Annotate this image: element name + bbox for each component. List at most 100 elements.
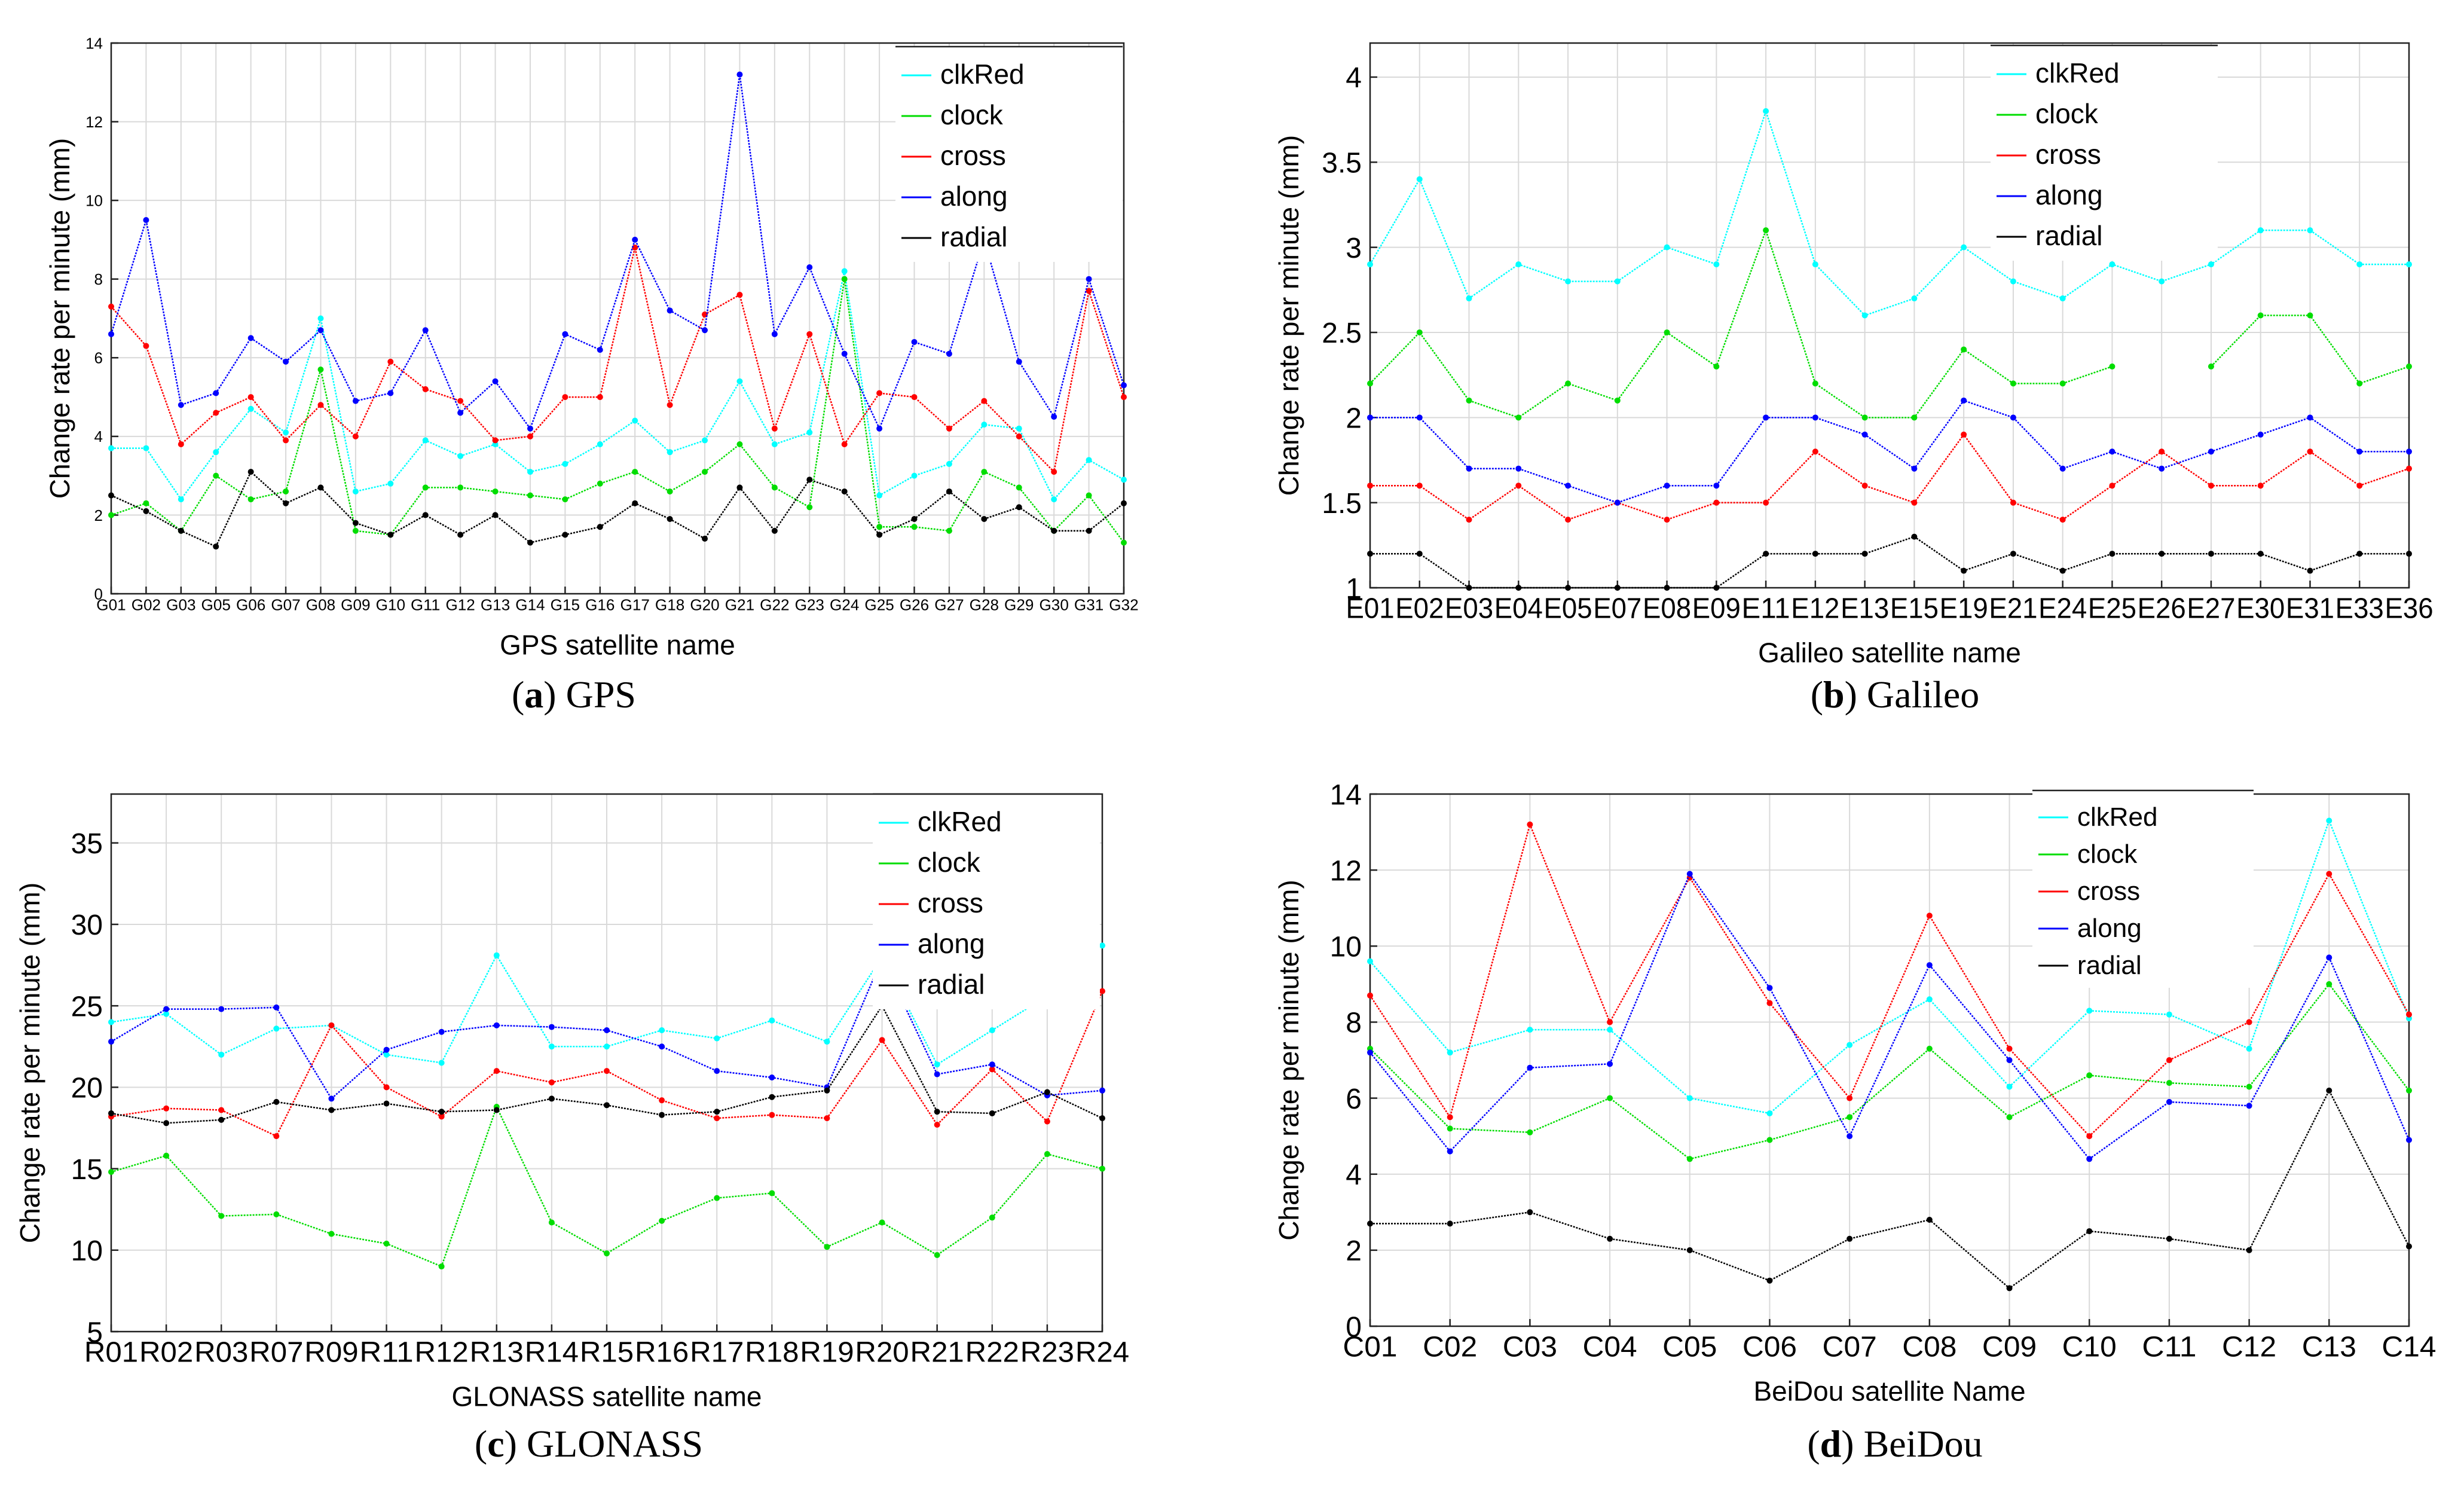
data-point-cross	[493, 1068, 500, 1074]
data-point-clock	[1926, 1045, 1933, 1052]
data-point-clkRed	[1607, 1027, 1613, 1033]
series-clock	[1367, 981, 2412, 1162]
data-point-along	[178, 402, 184, 408]
data-point-radial	[736, 484, 743, 491]
data-point-radial	[1527, 1209, 1533, 1216]
legend-label-clock: clock	[2035, 98, 2099, 129]
data-point-clkRed	[1416, 176, 1423, 182]
data-point-cross	[1766, 1000, 1773, 1006]
data-point-radial	[1044, 1089, 1050, 1095]
data-point-clkRed	[1121, 477, 1127, 483]
data-point-clkRed	[562, 460, 568, 467]
y-tick-label: 15	[71, 1154, 103, 1186]
series-clkRed	[1367, 108, 2412, 319]
chart-panel-a: 0 2 4 6 8 10 12 14 G01 G02 G03 G05 G06 G07 G08 G09 G10 G1…	[44, 34, 1139, 716]
data-point-cross	[2086, 1133, 2093, 1140]
legend-box	[895, 47, 1123, 262]
data-point-clkRed	[1527, 1027, 1533, 1033]
series-line-clock	[111, 279, 1125, 544]
x-axis-label: GPS satellite name	[500, 629, 735, 660]
data-point-radial	[2246, 1247, 2252, 1253]
data-point-cross	[2257, 483, 2264, 489]
data-point-radial	[1099, 1115, 1105, 1122]
data-point-radial	[2010, 551, 2016, 557]
data-point-clkRed	[2059, 295, 2066, 302]
data-point-cross	[1044, 1118, 1050, 1125]
data-point-clock	[1766, 1137, 1773, 1143]
data-point-clock	[2246, 1083, 2252, 1090]
legend-box	[1991, 45, 2218, 261]
data-point-cross	[714, 1115, 720, 1122]
data-point-cross	[1016, 433, 1022, 439]
data-point-along	[1367, 414, 1373, 421]
data-point-clkRed	[736, 378, 743, 384]
y-tick-label: 10	[85, 192, 103, 210]
data-point-radial	[108, 1110, 114, 1116]
series-line-cross	[111, 247, 1125, 474]
series-cross	[108, 245, 1127, 475]
series-clkRed	[1367, 817, 2412, 1116]
panel-caption: (b) Galileo	[1811, 673, 1980, 716]
x-tick-label: G28	[970, 596, 999, 613]
data-point-clkRed	[457, 453, 464, 459]
data-point-radial	[2159, 551, 2165, 557]
x-tick-label: G12	[445, 596, 475, 613]
data-point-radial	[383, 1100, 390, 1107]
y-tick-label: 10	[71, 1235, 103, 1267]
data-point-cross	[1367, 483, 1373, 489]
x-tick-label: C03	[1503, 1331, 1557, 1363]
series-line-along	[1369, 872, 2410, 1160]
x-tick-label: G11	[411, 596, 440, 613]
data-point-cross	[946, 425, 952, 432]
data-point-along	[1051, 413, 1057, 420]
data-point-along	[1911, 465, 1918, 472]
data-point-clock	[273, 1211, 280, 1217]
data-point-radial	[769, 1094, 775, 1100]
data-point-radial	[2208, 551, 2214, 557]
legend-label-clkRed: clkRed	[2035, 57, 2120, 88]
data-point-clock	[2406, 363, 2412, 370]
data-point-clkRed	[769, 1017, 775, 1024]
x-tick-label: R11	[359, 1336, 413, 1368]
data-point-radial	[493, 1107, 500, 1113]
data-point-radial	[108, 492, 114, 499]
data-point-cross	[492, 437, 499, 444]
data-point-radial	[1614, 585, 1621, 591]
data-point-clkRed	[1447, 1049, 1453, 1056]
x-tick-label: G18	[655, 596, 684, 613]
data-point-clkRed	[2257, 227, 2264, 234]
x-tick-label: G08	[306, 596, 335, 613]
data-point-cross	[527, 433, 533, 439]
data-point-along	[2307, 414, 2313, 421]
x-tick-label: C10	[2062, 1331, 2117, 1363]
data-point-clock	[1121, 539, 1127, 546]
data-point-clock	[2010, 380, 2016, 387]
data-point-clock	[2208, 363, 2214, 370]
data-point-clkRed	[1713, 261, 1720, 268]
x-tick-label: E01	[1346, 593, 1394, 624]
data-point-along	[911, 338, 918, 345]
data-point-clkRed	[143, 445, 149, 451]
x-tick-label: G29	[1004, 596, 1034, 613]
x-tick-label: G31	[1074, 596, 1103, 613]
data-point-cross	[604, 1068, 610, 1074]
data-point-cross	[2326, 871, 2332, 877]
legend-label-cross: cross	[2077, 877, 2140, 906]
legend-label-clkRed: clkRed	[940, 59, 1025, 90]
data-point-clkRed	[911, 472, 918, 479]
data-point-clock	[548, 1219, 555, 1226]
data-point-along	[597, 347, 603, 353]
series-along	[1367, 397, 2412, 506]
data-point-along	[2208, 448, 2214, 455]
data-point-clkRed	[2006, 1083, 2013, 1090]
x-tick-label: R09	[304, 1336, 358, 1368]
y-tick-label: 4	[1346, 1159, 1362, 1191]
data-point-radial	[1713, 585, 1720, 591]
data-point-along	[2406, 1137, 2412, 1143]
data-point-clock	[2166, 1080, 2172, 1086]
data-point-clock	[1812, 380, 1818, 387]
data-point-cross	[2109, 483, 2116, 489]
data-point-cross	[247, 394, 254, 401]
series-line-cross	[1369, 822, 2410, 1137]
series-cross	[1367, 821, 2412, 1140]
